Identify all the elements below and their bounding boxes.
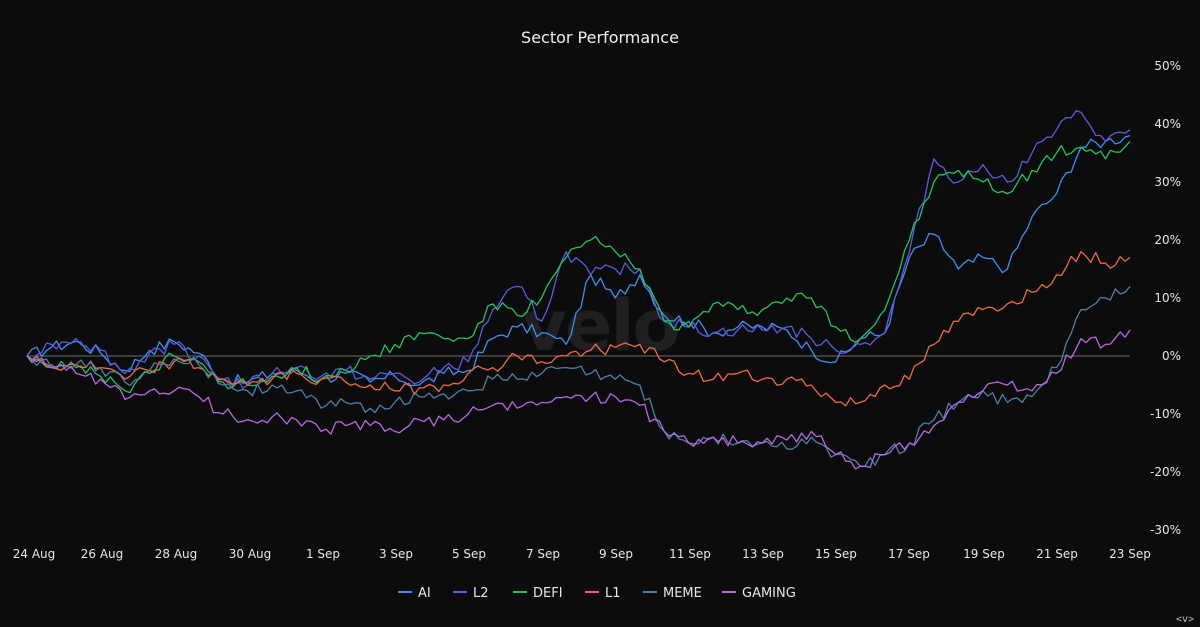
x-tick-label: 24 Aug	[13, 547, 56, 561]
series-line-defi	[26, 140, 1131, 394]
x-tick-label: 9 Sep	[599, 547, 633, 561]
y-tick-label: 30%	[1154, 175, 1181, 189]
x-axis-ticks: 24 Aug 26 Aug 28 Aug 30 Aug 1 Sep 3 Sep 5 Sep 7…	[13, 547, 1151, 561]
x-tick-label: 15 Sep	[815, 547, 857, 561]
y-tick-label: 20%	[1154, 233, 1181, 247]
x-tick-label: 3 Sep	[379, 547, 413, 561]
legend-item-meme[interactable]: MEME	[643, 586, 702, 601]
legend-label: L1	[605, 586, 621, 601]
x-tick-label: 11 Sep	[669, 547, 711, 561]
y-tick-label: -30%	[1150, 523, 1181, 537]
legend: AI L2 DEFI L1 MEME GAMING	[398, 586, 796, 601]
legend-item-gaming[interactable]: GAMING	[722, 586, 796, 601]
series-line-meme	[26, 285, 1131, 467]
x-tick-label: 21 Sep	[1036, 547, 1078, 561]
x-tick-label: 28 Aug	[155, 547, 198, 561]
x-tick-label: 1 Sep	[306, 547, 340, 561]
x-tick-label: 13 Sep	[742, 547, 784, 561]
y-axis-ticks: 50% 40% 30% 20% 10% 0% -10% -20% -30%	[1150, 59, 1181, 537]
corner-code-label: <v>	[1175, 614, 1194, 625]
legend-label: L2	[473, 586, 489, 601]
x-tick-label: 23 Sep	[1109, 547, 1151, 561]
x-tick-label: 26 Aug	[81, 547, 124, 561]
y-tick-label: 40%	[1154, 117, 1181, 131]
chart-title: Sector Performance	[521, 28, 679, 47]
legend-item-defi[interactable]: DEFI	[513, 586, 563, 601]
x-tick-label: 30 Aug	[229, 547, 272, 561]
legend-label: DEFI	[533, 586, 563, 601]
series-line-gaming	[26, 329, 1131, 470]
y-tick-label: 50%	[1154, 59, 1181, 73]
y-tick-label: -20%	[1150, 465, 1181, 479]
x-tick-label: 19 Sep	[963, 547, 1005, 561]
y-tick-label: 0%	[1162, 349, 1181, 363]
legend-label: AI	[418, 586, 431, 601]
series-lines	[26, 110, 1131, 470]
y-tick-label: 10%	[1154, 291, 1181, 305]
watermark-logo: velo	[521, 285, 678, 367]
legend-item-l1[interactable]: L1	[585, 586, 621, 601]
x-tick-label: 7 Sep	[526, 547, 560, 561]
x-tick-label: 17 Sep	[888, 547, 930, 561]
legend-label: GAMING	[742, 586, 796, 601]
legend-label: MEME	[663, 586, 702, 601]
y-tick-label: -10%	[1150, 407, 1181, 421]
legend-item-ai[interactable]: AI	[398, 586, 431, 601]
x-tick-label: 5 Sep	[452, 547, 486, 561]
legend-item-l2[interactable]: L2	[453, 586, 489, 601]
